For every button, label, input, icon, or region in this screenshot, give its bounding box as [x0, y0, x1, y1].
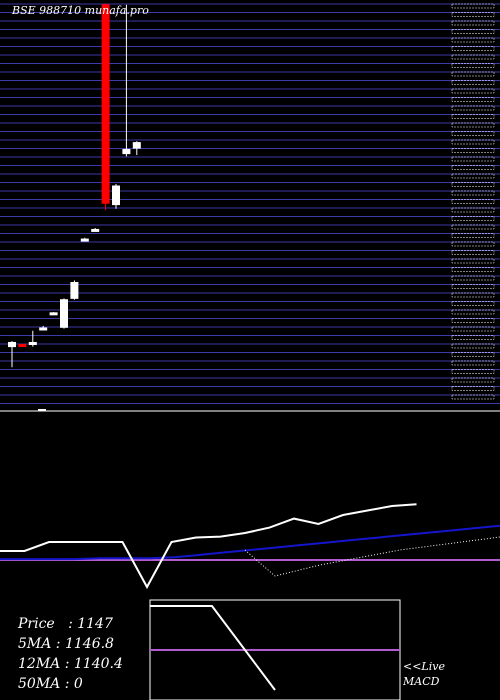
axis-tick-glyph: [451, 122, 495, 128]
axis-tick-glyph: [451, 148, 495, 153]
price-value: Price : 1147: [18, 616, 113, 632]
axis-tick-glyph: [451, 3, 495, 9]
axis-tick-glyph: [451, 335, 495, 340]
axis-tick-glyph: [451, 37, 495, 43]
live-label: <<Live: [403, 660, 445, 673]
candle-body: [60, 299, 68, 328]
axis-tick-glyph: [451, 267, 495, 272]
candle-body: [18, 344, 27, 348]
axis-tick-glyph: [451, 29, 495, 34]
axis-tick-glyph: [451, 88, 495, 94]
axis-tick-glyph: [451, 165, 495, 170]
axis-tick-glyph: [451, 80, 495, 85]
chart-title: BSE 988710 munafa.pro: [12, 4, 149, 17]
axis-tick-glyph: [451, 46, 495, 51]
axis-tick-glyph: [451, 173, 495, 179]
axis-tick-glyph: [451, 386, 495, 391]
price-axis: [451, 3, 495, 400]
axis-tick-glyph: [451, 139, 495, 145]
live-macd-label: <<Live MACD: [403, 659, 445, 689]
candlestick-series: [8, 3, 141, 411]
axis-tick-glyph: [451, 216, 495, 221]
candle-body: [8, 341, 16, 348]
candle-body: [112, 185, 120, 206]
candle-body: [91, 228, 100, 232]
axis-tick-glyph: [451, 352, 495, 357]
axis-tick-glyph: [451, 63, 495, 68]
axis-tick-glyph: [451, 301, 495, 306]
macd-histogram-trend: [244, 536, 500, 577]
axis-tick-glyph: [451, 275, 495, 281]
axis-tick-glyph: [451, 326, 495, 332]
axis-tick-glyph: [451, 292, 495, 298]
axis-tick-glyph: [451, 284, 495, 289]
axis-tick-glyph: [451, 250, 495, 255]
axis-tick-glyph: [451, 156, 495, 162]
axis-tick-glyph: [451, 318, 495, 323]
axis-tick-glyph: [451, 207, 495, 213]
macd-label: MACD: [403, 675, 440, 688]
candle-body: [122, 148, 131, 155]
price-grid: [0, 3, 500, 412]
candle-body: [101, 4, 110, 204]
axis-tick-glyph: [451, 241, 495, 247]
axis-tick-glyph: [451, 360, 495, 366]
axis-tick-glyph: [451, 97, 495, 102]
ma12-value: 12MA : 1140.4: [18, 656, 123, 672]
price-stats: Price : 1147 5MA : 1146.8 12MA : 1140.4 …: [18, 614, 123, 694]
macd-panel: [0, 503, 500, 700]
ma5-value: 5MA : 1146.8: [18, 636, 114, 652]
candle-body: [28, 341, 37, 346]
axis-tick-glyph: [451, 199, 495, 204]
axis-tick-glyph: [451, 12, 495, 17]
macd-line: [0, 503, 417, 590]
axis-tick-glyph: [451, 71, 495, 77]
ma50-value: 50MA : 0: [18, 676, 83, 692]
axis-tick-glyph: [451, 343, 495, 349]
axis-tick-glyph: [451, 224, 495, 230]
axis-tick-glyph: [451, 394, 495, 400]
candle-body: [39, 327, 48, 331]
inset-macd-line: [150, 605, 276, 691]
axis-tick-glyph: [451, 377, 495, 383]
axis-tick-glyph: [451, 233, 495, 238]
axis-tick-glyph: [451, 182, 495, 187]
axis-tick-glyph: [451, 190, 495, 196]
axis-tick-glyph: [451, 131, 495, 136]
candle-body: [80, 238, 89, 242]
axis-tick-glyph: [451, 105, 495, 111]
axis-tick-glyph: [451, 258, 495, 264]
candle-body: [70, 282, 79, 299]
axis-tick-glyph: [451, 20, 495, 26]
candle-body: [49, 312, 58, 316]
axis-tick-glyph: [451, 114, 495, 119]
volume-mark: [38, 409, 46, 411]
candle-body: [132, 142, 141, 149]
macd-signal-line: [0, 524, 500, 561]
axis-tick-glyph: [451, 369, 495, 374]
axis-tick-glyph: [451, 54, 495, 60]
axis-tick-glyph: [451, 309, 495, 315]
